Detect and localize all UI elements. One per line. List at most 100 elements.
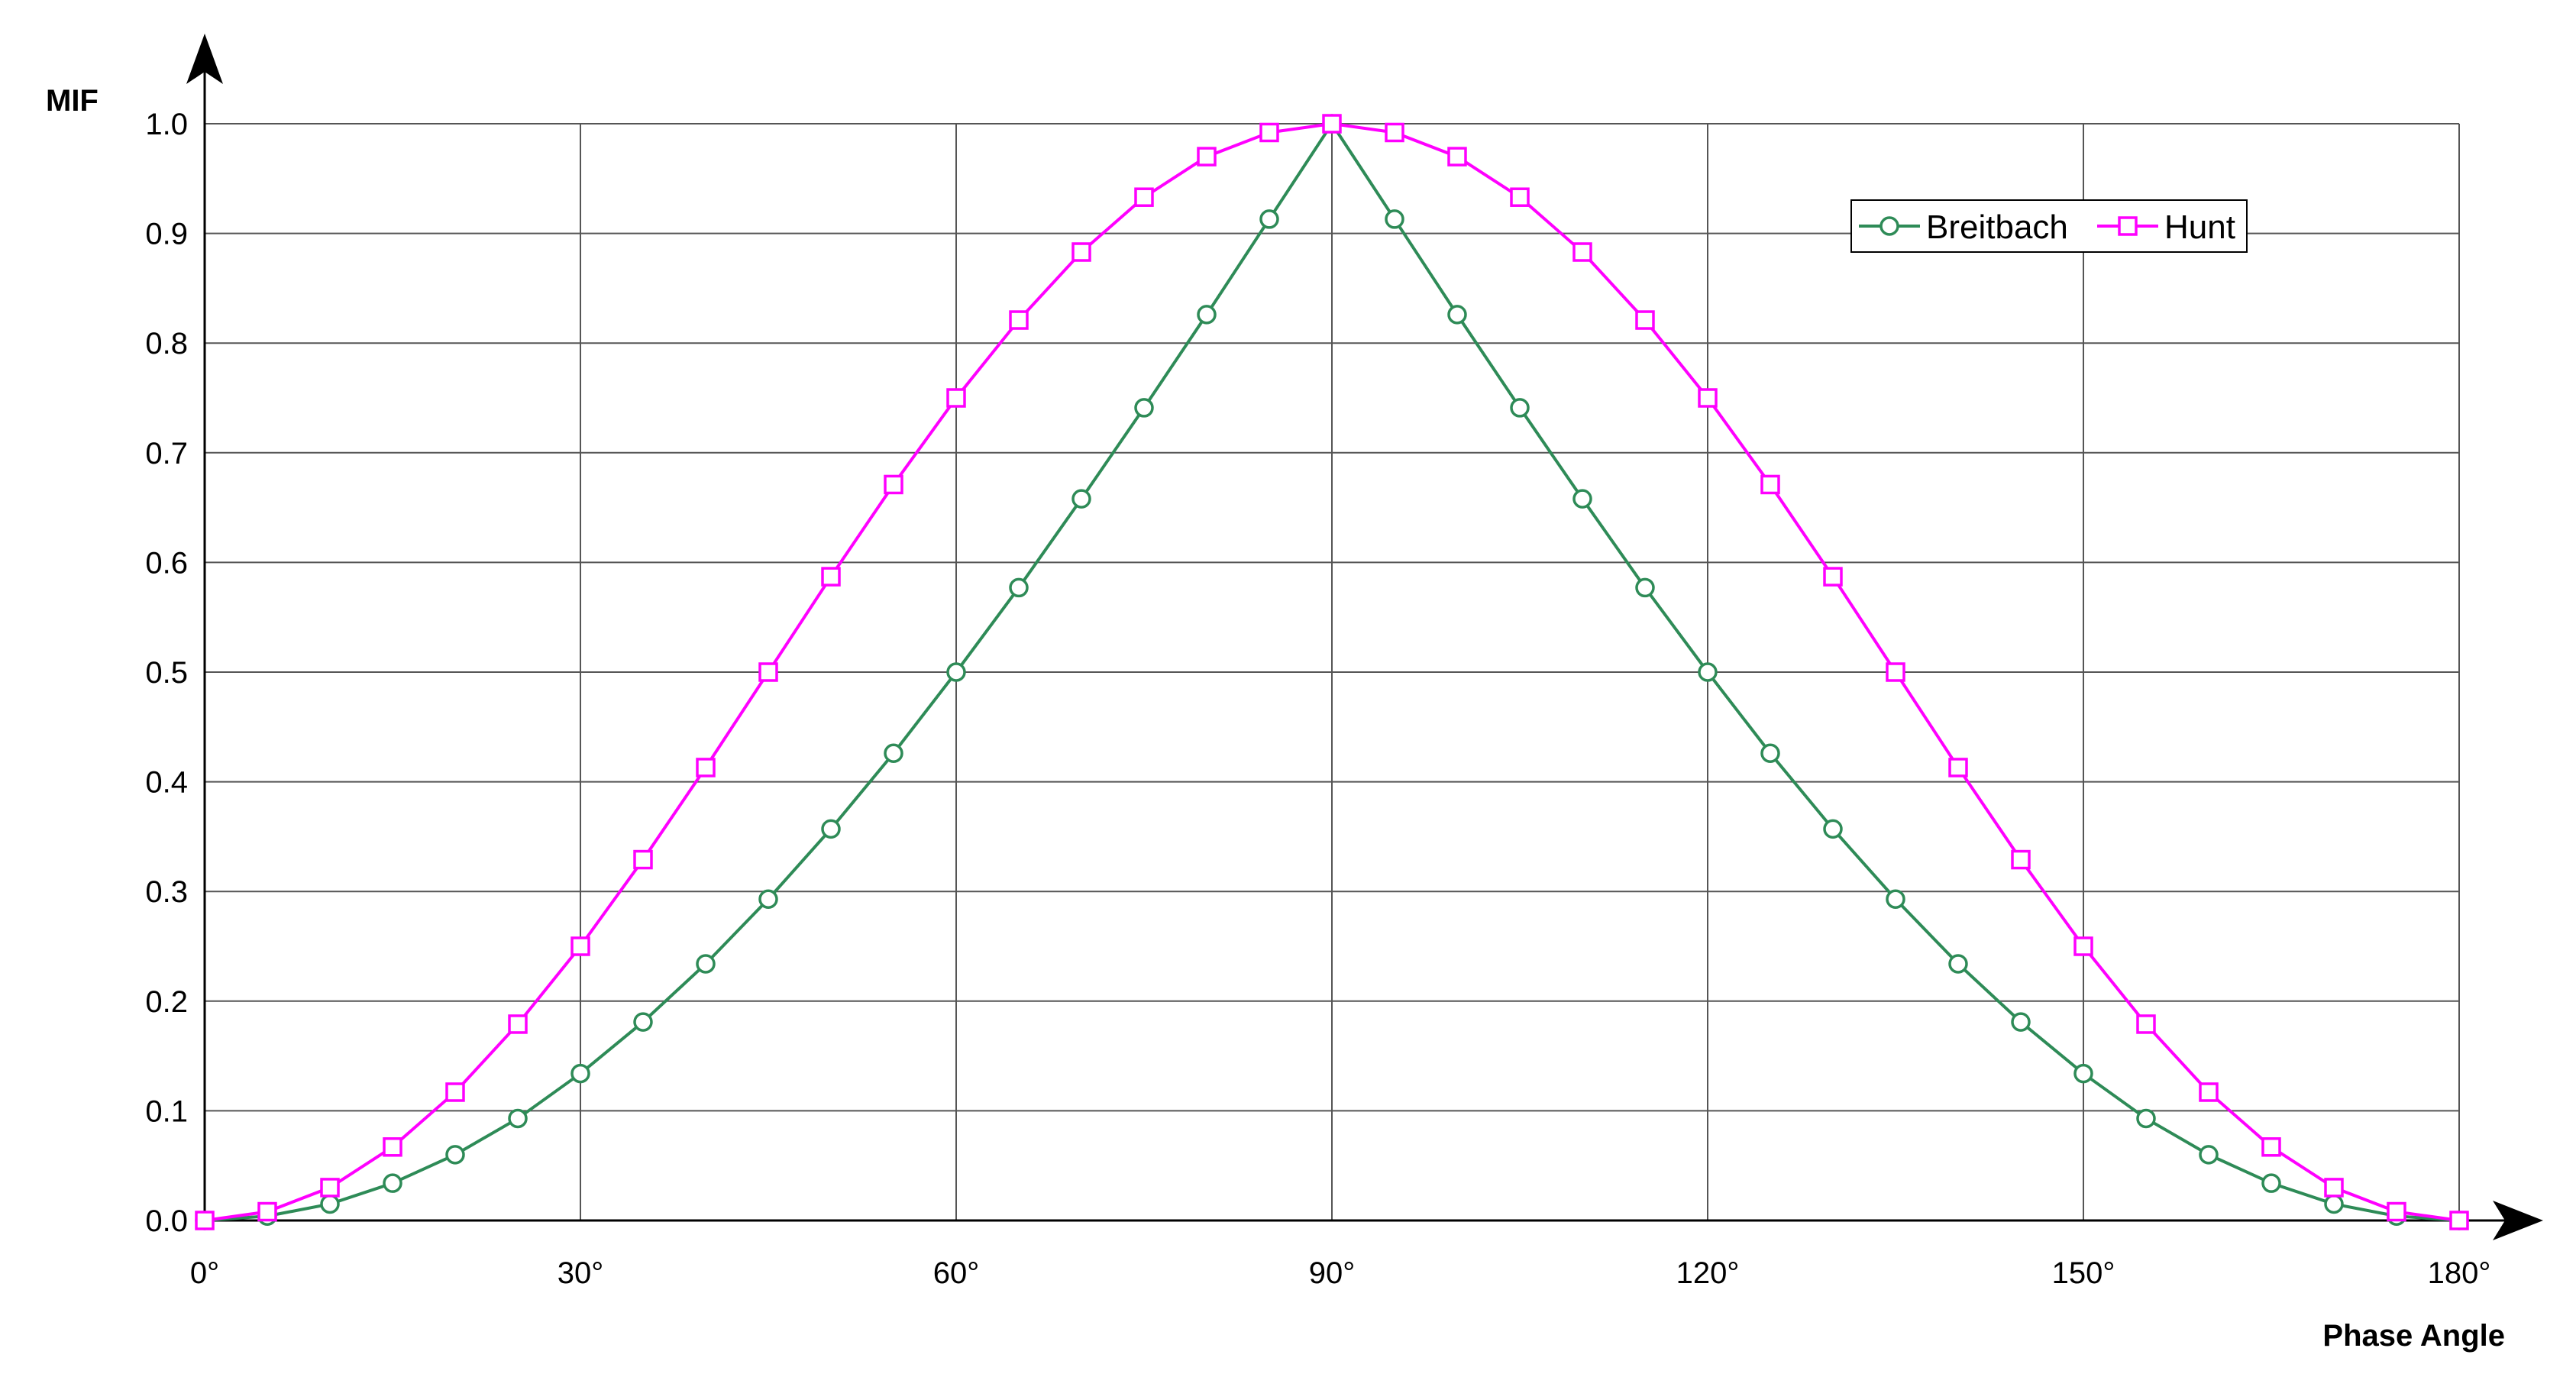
data-point-breitbach xyxy=(1948,954,1968,974)
data-point-hunt xyxy=(445,1082,465,1102)
data-point-breitbach xyxy=(2199,1145,2219,1165)
data-point-hunt xyxy=(1760,474,1780,495)
legend-label: Hunt xyxy=(2164,209,2235,246)
data-point-hunt xyxy=(1259,122,1279,143)
axes xyxy=(186,34,2543,1240)
x-tick-label: 120° xyxy=(1676,1256,1740,1290)
data-point-hunt xyxy=(1197,147,1217,166)
x-tick-label: 90° xyxy=(1309,1256,1356,1290)
data-point-hunt xyxy=(195,1211,215,1230)
y-tick-label: 0.3 xyxy=(145,875,188,909)
data-point-hunt xyxy=(2324,1178,2344,1198)
y-tick-label: 0.0 xyxy=(145,1204,188,1238)
data-point-breitbach xyxy=(1447,305,1467,325)
data-point-hunt xyxy=(1510,187,1530,207)
data-point-breitbach xyxy=(1009,577,1029,598)
data-point-hunt xyxy=(2011,849,2031,870)
x-tick-label: 0° xyxy=(190,1256,219,1290)
data-point-breitbach xyxy=(1197,305,1217,325)
data-point-breitbach xyxy=(383,1173,402,1193)
data-point-hunt xyxy=(2199,1082,2219,1102)
data-point-breitbach xyxy=(1071,489,1091,509)
tick-labels: 0.0 0.1 0.2 0.3 0.4 0.5 0.6 0.7 0.8 0.9 1.0 0° 30° 60… xyxy=(145,108,2490,1290)
data-point-breitbach xyxy=(1385,209,1404,229)
data-point-hunt xyxy=(1322,114,1342,134)
data-point-hunt xyxy=(758,662,778,682)
data-point-hunt xyxy=(1948,758,1968,778)
data-point-hunt xyxy=(946,388,966,408)
data-point-breitbach xyxy=(2324,1194,2344,1214)
data-point-hunt xyxy=(1698,388,1718,408)
x-axis-title: Phase Angle xyxy=(2322,1319,2505,1353)
legend-label: Breitbach xyxy=(1926,209,2068,246)
data-point-hunt xyxy=(696,758,716,778)
y-tick-label: 0.4 xyxy=(145,766,188,800)
data-point-hunt xyxy=(884,474,903,495)
x-tick-label: 60° xyxy=(933,1256,980,1290)
data-point-breitbach xyxy=(758,889,778,910)
data-point-hunt xyxy=(821,567,841,587)
data-point-hunt xyxy=(1823,567,1843,587)
y-tick-label: 0.7 xyxy=(145,437,188,470)
data-point-breitbach xyxy=(1635,577,1655,598)
series-layer xyxy=(195,114,2469,1230)
data-point-hunt xyxy=(633,849,653,870)
legend-square-marker-icon xyxy=(2118,216,2138,236)
data-point-breitbach xyxy=(1510,398,1530,418)
data-point-breitbach xyxy=(570,1063,590,1084)
y-tick-label: 0.1 xyxy=(145,1094,188,1128)
data-point-hunt xyxy=(1447,147,1467,166)
x-tick-label: 150° xyxy=(2052,1256,2115,1290)
x-tick-label: 180° xyxy=(2428,1256,2491,1290)
data-point-breitbach xyxy=(2261,1173,2281,1193)
legend: Breitbach Hunt xyxy=(1850,199,2248,253)
data-point-hunt xyxy=(1635,310,1655,330)
data-point-breitbach xyxy=(696,954,716,974)
data-point-breitbach xyxy=(320,1194,340,1214)
data-point-hunt xyxy=(1572,242,1592,262)
data-point-hunt xyxy=(257,1201,277,1222)
data-point-breitbach xyxy=(633,1012,653,1032)
x-axis-arrow-icon xyxy=(2493,1201,2543,1240)
data-point-hunt xyxy=(2261,1137,2281,1157)
data-point-breitbach xyxy=(1134,398,1154,418)
y-tick-label: 0.2 xyxy=(145,985,188,1019)
y-axis-title: MIF xyxy=(46,84,99,118)
data-point-hunt xyxy=(1009,310,1029,330)
data-point-breitbach xyxy=(821,819,841,839)
data-point-breitbach xyxy=(946,662,966,682)
data-point-breitbach xyxy=(1572,489,1592,509)
data-point-breitbach xyxy=(884,743,903,764)
data-point-hunt xyxy=(2073,936,2093,956)
data-point-breitbach xyxy=(508,1108,528,1129)
y-axis-arrow-icon xyxy=(186,34,223,84)
data-point-hunt xyxy=(320,1178,340,1198)
data-point-hunt xyxy=(570,936,590,956)
x-tick-label: 30° xyxy=(558,1256,604,1290)
data-point-breitbach xyxy=(2073,1063,2093,1084)
data-point-hunt xyxy=(2449,1211,2469,1230)
y-tick-label: 0.6 xyxy=(145,546,188,580)
data-point-hunt xyxy=(1134,187,1154,207)
data-point-breitbach xyxy=(1886,889,1905,910)
grid-lines xyxy=(205,123,2460,1220)
y-tick-label: 0.8 xyxy=(145,327,188,360)
data-point-hunt xyxy=(508,1014,528,1034)
data-point-hunt xyxy=(383,1137,402,1157)
legend-circle-marker-icon xyxy=(1879,216,1899,236)
data-point-hunt xyxy=(1385,122,1404,143)
y-tick-label: 0.9 xyxy=(145,218,188,251)
data-point-hunt xyxy=(2136,1014,2156,1034)
data-point-hunt xyxy=(1886,662,1905,682)
data-point-breitbach xyxy=(1259,209,1279,229)
data-point-breitbach xyxy=(1760,743,1780,764)
y-tick-label: 1.0 xyxy=(145,108,188,141)
data-point-hunt xyxy=(1071,242,1091,262)
data-point-breitbach xyxy=(445,1145,465,1165)
data-point-breitbach xyxy=(1698,662,1718,682)
data-point-breitbach xyxy=(2011,1012,2031,1032)
data-point-breitbach xyxy=(2136,1108,2156,1129)
data-point-hunt xyxy=(2387,1201,2406,1222)
